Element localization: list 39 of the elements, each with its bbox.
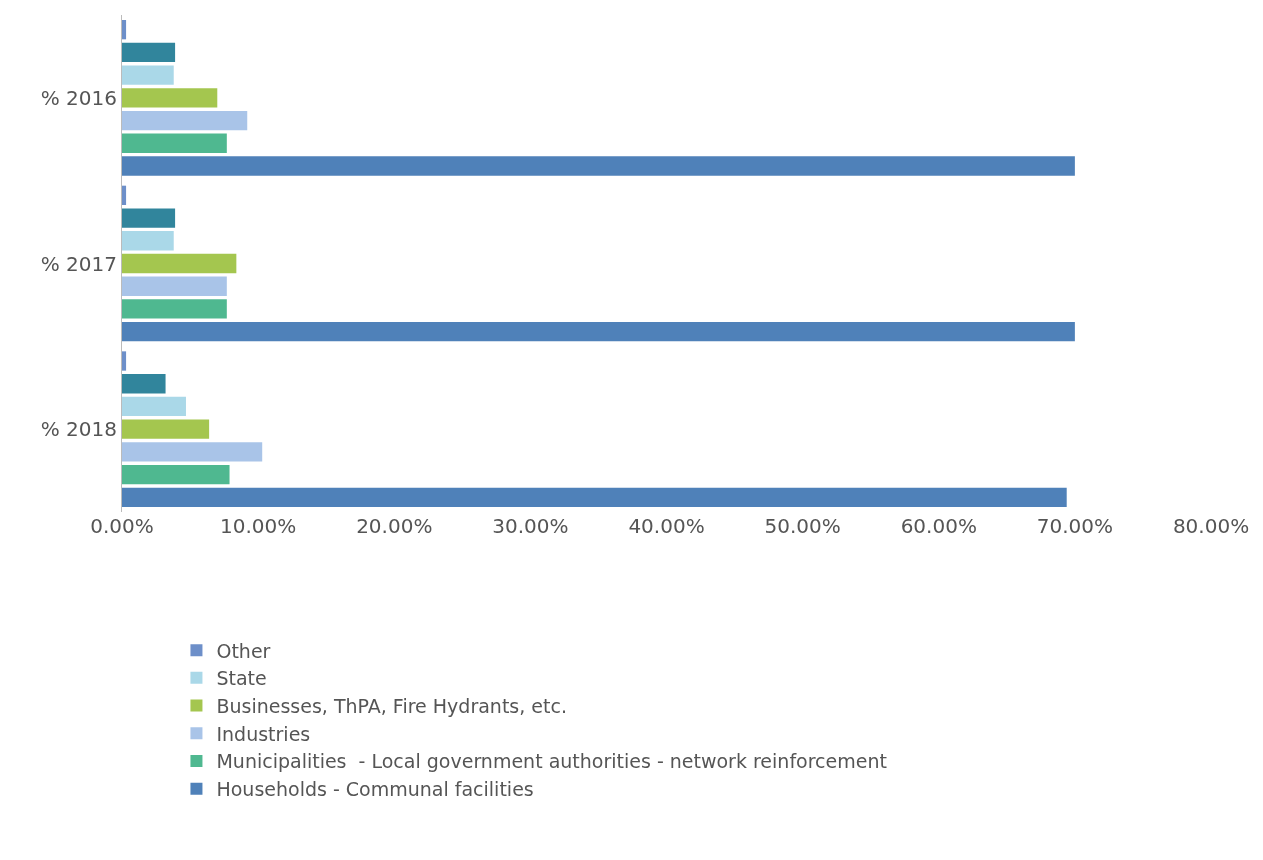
legend-label: Businesses, ThPA, Fire Hydrants, etc. xyxy=(216,694,567,717)
y-tick-label: % 2016 xyxy=(40,85,117,110)
x-tick-label: 20.00% xyxy=(356,514,433,538)
legend-label: Municipalities - Local government authorities - network reinforcement xyxy=(216,750,887,773)
bar xyxy=(122,208,176,228)
bar xyxy=(122,487,1067,507)
legend-label: Industries xyxy=(216,722,311,745)
x-tick-label: 40.00% xyxy=(628,514,705,538)
bar xyxy=(122,42,176,63)
bar xyxy=(122,231,174,251)
bar xyxy=(122,374,166,394)
x-tick-label: 0.00% xyxy=(90,514,154,538)
bar xyxy=(122,396,186,417)
legend-label: Households - Communal facilities xyxy=(216,778,534,801)
x-tick-label: 10.00% xyxy=(220,514,297,538)
bar xyxy=(122,299,227,319)
x-tick-label: 80.00% xyxy=(1172,514,1250,538)
bar xyxy=(122,253,237,274)
bar xyxy=(122,185,127,205)
bar xyxy=(122,88,218,108)
legend-label: State xyxy=(216,667,267,690)
bar xyxy=(122,20,127,40)
bar xyxy=(122,351,127,371)
x-tick-label: 60.00% xyxy=(900,514,977,538)
bar xyxy=(122,442,263,462)
bar xyxy=(122,464,230,485)
bar xyxy=(122,65,174,85)
bar xyxy=(122,276,227,296)
bar xyxy=(122,133,227,153)
x-tick-label: 70.00% xyxy=(1036,514,1114,538)
y-tick-label: % 2017 xyxy=(40,251,117,276)
x-tick-label: 50.00% xyxy=(764,514,841,538)
bar xyxy=(122,156,1075,176)
legend-label: Other xyxy=(216,639,271,662)
x-tick-label: 30.00% xyxy=(492,514,569,538)
bar xyxy=(122,110,248,131)
bar xyxy=(122,322,1075,342)
bar xyxy=(122,419,210,439)
y-tick-label: % 2018 xyxy=(40,417,117,442)
